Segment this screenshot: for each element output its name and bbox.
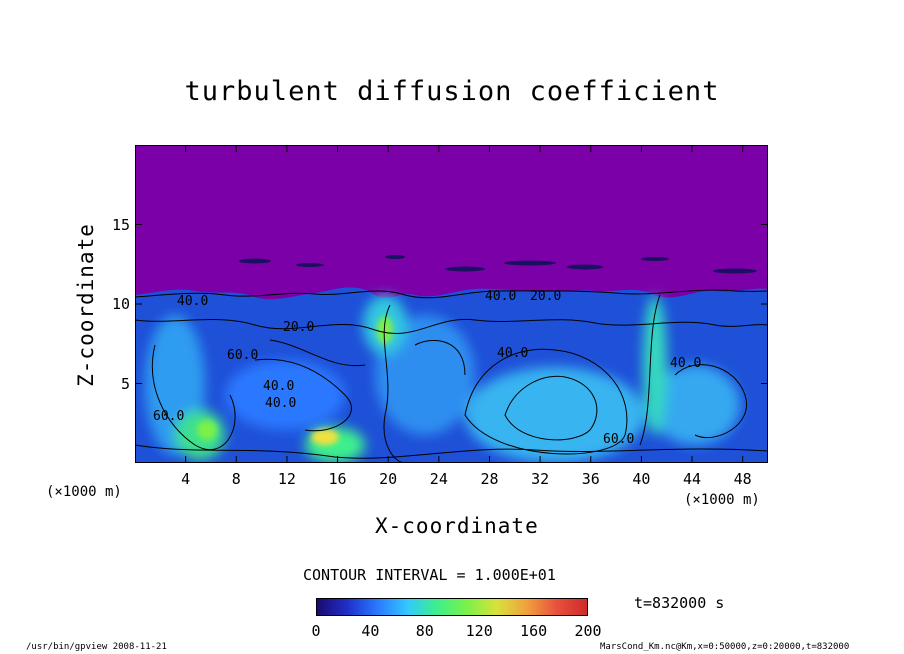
x-tick-label: 36: [581, 470, 600, 488]
x-tick-label: 32: [531, 470, 550, 488]
x-axis-unit-left: (×1000 m): [46, 484, 122, 500]
x-tick-label: 48: [733, 470, 752, 488]
eddy-core: [377, 316, 393, 344]
x-axis-unit-right: (×1000 m): [684, 492, 760, 508]
contour-label: 40.0: [670, 356, 701, 371]
x-tick-label: 4: [181, 470, 191, 488]
x-tick-label: 40: [632, 470, 651, 488]
x-tick-label: 12: [277, 470, 296, 488]
x-axis-label: X-coordinate: [375, 514, 539, 538]
detached-wisps: [239, 255, 757, 274]
colorbar-tick-label: 160: [520, 622, 548, 640]
contour-lines: [135, 289, 768, 463]
contour-label: 40.0: [265, 396, 296, 411]
eddy-patch: [643, 295, 667, 435]
contour-label: 40.0: [177, 294, 208, 309]
colorbar-tick-label: 200: [574, 622, 602, 640]
eddy-patch: [650, 365, 740, 445]
eddy-patch: [225, 360, 345, 430]
contour-label: 60.0: [153, 409, 184, 424]
x-tick-label: 24: [429, 470, 448, 488]
eddy-patch: [465, 367, 645, 463]
contour-label: 40.0: [263, 379, 294, 394]
footer-left: /usr/bin/gpview 2008-11-21: [26, 642, 167, 652]
eddy-core: [311, 429, 339, 445]
contour-label: 20.0: [530, 289, 561, 304]
heatmap-field: [135, 145, 768, 463]
colorbar-tick-label: 120: [465, 622, 493, 640]
x-tick-label: 20: [379, 470, 398, 488]
contour-label: 60.0: [603, 432, 634, 447]
y-tick-label: 15: [111, 215, 130, 234]
contour-label: 20.0: [283, 320, 314, 335]
colorbar: [316, 598, 588, 616]
y-tick-label: 5: [120, 374, 130, 393]
plot-area: 40.0 20.0 60.0 40.0 40.0 20.0 40.0 40.0 …: [135, 145, 768, 463]
colorbar-tick-label: 40: [361, 622, 380, 640]
plot-axes: [135, 145, 768, 463]
plot-border: [135, 145, 768, 463]
eddy-core: [197, 420, 217, 440]
time-label: t=832000 s: [634, 594, 725, 612]
contour-label: 40.0: [497, 346, 528, 361]
x-tick-label: 44: [683, 470, 702, 488]
contour-label: 60.0: [227, 348, 258, 363]
x-tick-label: 28: [480, 470, 499, 488]
contour-label: 40.0: [485, 289, 516, 304]
y-axis-label: Z-coordinate: [74, 223, 98, 387]
contour-label-layer: 40.0 20.0 60.0 40.0 40.0 20.0 40.0 40.0 …: [153, 289, 701, 447]
colorbar-tick-label: 80: [415, 622, 434, 640]
x-tick-label: 16: [328, 470, 347, 488]
y-tick-label: 10: [111, 295, 130, 313]
footer-right: MarsCond_Km.nc@Km,x=0:50000,z=0:20000,t=…: [600, 642, 850, 652]
contour-interval-label: CONTOUR INTERVAL = 1.000E+01: [303, 566, 556, 584]
x-tick-label: 8: [231, 470, 241, 488]
chart-title: turbulent diffusion coefficient: [184, 76, 720, 107]
colorbar-tick-label: 0: [311, 622, 321, 640]
